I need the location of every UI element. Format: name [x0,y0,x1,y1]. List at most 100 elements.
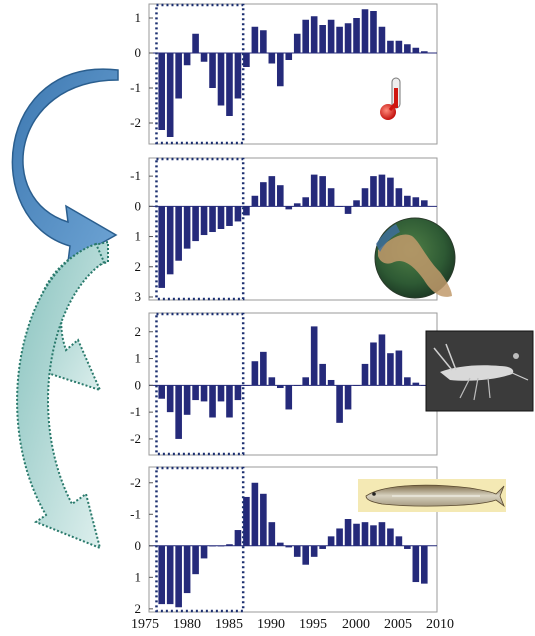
bar [234,206,242,222]
bar [166,545,174,605]
bar [412,47,420,53]
bar [183,545,191,594]
bar [387,528,394,546]
bar [251,195,259,207]
bar [175,385,182,439]
bar [327,188,335,207]
bar [200,53,208,62]
bar [200,545,208,559]
bar [319,25,326,53]
bar [395,40,403,53]
panel-frame [148,3,438,145]
y-tick-label: -1 [130,404,141,419]
y-tick-label: -2 [130,475,141,490]
bar [217,385,225,402]
x-tick-label: 2005 [384,617,412,632]
bar [420,51,428,53]
thermometer-icon [380,77,401,120]
bar [361,188,369,207]
anchovy-photo [358,479,506,512]
teal-dotted-arrow-lower [16,242,106,550]
y-tick-label: 0 [135,198,142,213]
bar [166,206,174,275]
y-tick-label: -2 [130,431,141,446]
bar [302,197,310,207]
highlight-period-box [155,312,245,456]
bar [319,545,326,549]
bar [226,544,233,546]
bar [209,545,216,547]
x-tick-label: 1995 [299,617,327,632]
bar [395,188,403,207]
bar [209,385,216,418]
bar [260,351,267,386]
bar [404,44,411,53]
bar [361,363,369,386]
x-tick-label: 1985 [215,617,243,632]
y-tick-label: 1 [135,569,142,584]
shrimp-photo [425,330,534,412]
bar [192,206,199,242]
bar [327,536,335,546]
bar [344,385,352,410]
bar [243,385,250,386]
x-tick-label: 1990 [257,617,285,632]
bar [310,174,318,207]
bar [370,176,377,207]
bar [395,350,403,386]
y-tick-label: 0 [135,45,142,60]
y-tick-label: 2 [135,601,142,616]
bar [302,545,310,565]
bar [217,545,225,547]
bar [387,177,394,207]
bar [370,342,377,386]
bar [158,545,166,605]
bar [319,363,326,386]
bar [353,200,360,207]
highlight-period-box [155,157,245,301]
bar [192,385,199,401]
bar [302,19,310,53]
bar [268,377,276,386]
bar [226,206,233,226]
bar [234,385,242,401]
bar [353,385,360,386]
flow-arrows [11,68,119,550]
bar [319,176,326,207]
x-tick-label: 2000 [342,617,370,632]
bar [285,545,293,548]
bar [209,53,216,88]
bar [412,197,420,207]
y-tick-label: 0 [135,538,142,553]
bar [260,182,267,207]
bar [404,195,411,207]
bar [310,326,318,386]
bar [387,40,394,53]
bar [353,18,360,53]
bar [251,482,259,546]
bar [192,33,199,53]
bar [226,385,233,418]
bar [293,385,301,386]
x-tick-label: 2010 [426,617,454,632]
bar [175,53,182,99]
y-tick-label: 1 [135,10,142,25]
bar [276,542,284,546]
y-tick-label: 1 [135,351,142,366]
x-tick-label: 1980 [173,617,201,632]
bar [166,53,174,137]
y-tick-label: -1 [130,168,141,183]
bar [217,53,225,106]
bar [183,53,191,66]
bar [344,23,352,53]
bar [285,385,293,410]
bar [226,53,233,116]
x-tick-label: 1975 [131,617,159,632]
river-satellite-image [374,217,456,299]
bar [234,53,242,99]
bar [268,522,276,546]
bar [251,26,259,53]
panel-zooplankton: 2 1 0 -1 -2 [130,312,438,456]
bar [387,353,394,386]
bar [276,385,284,389]
